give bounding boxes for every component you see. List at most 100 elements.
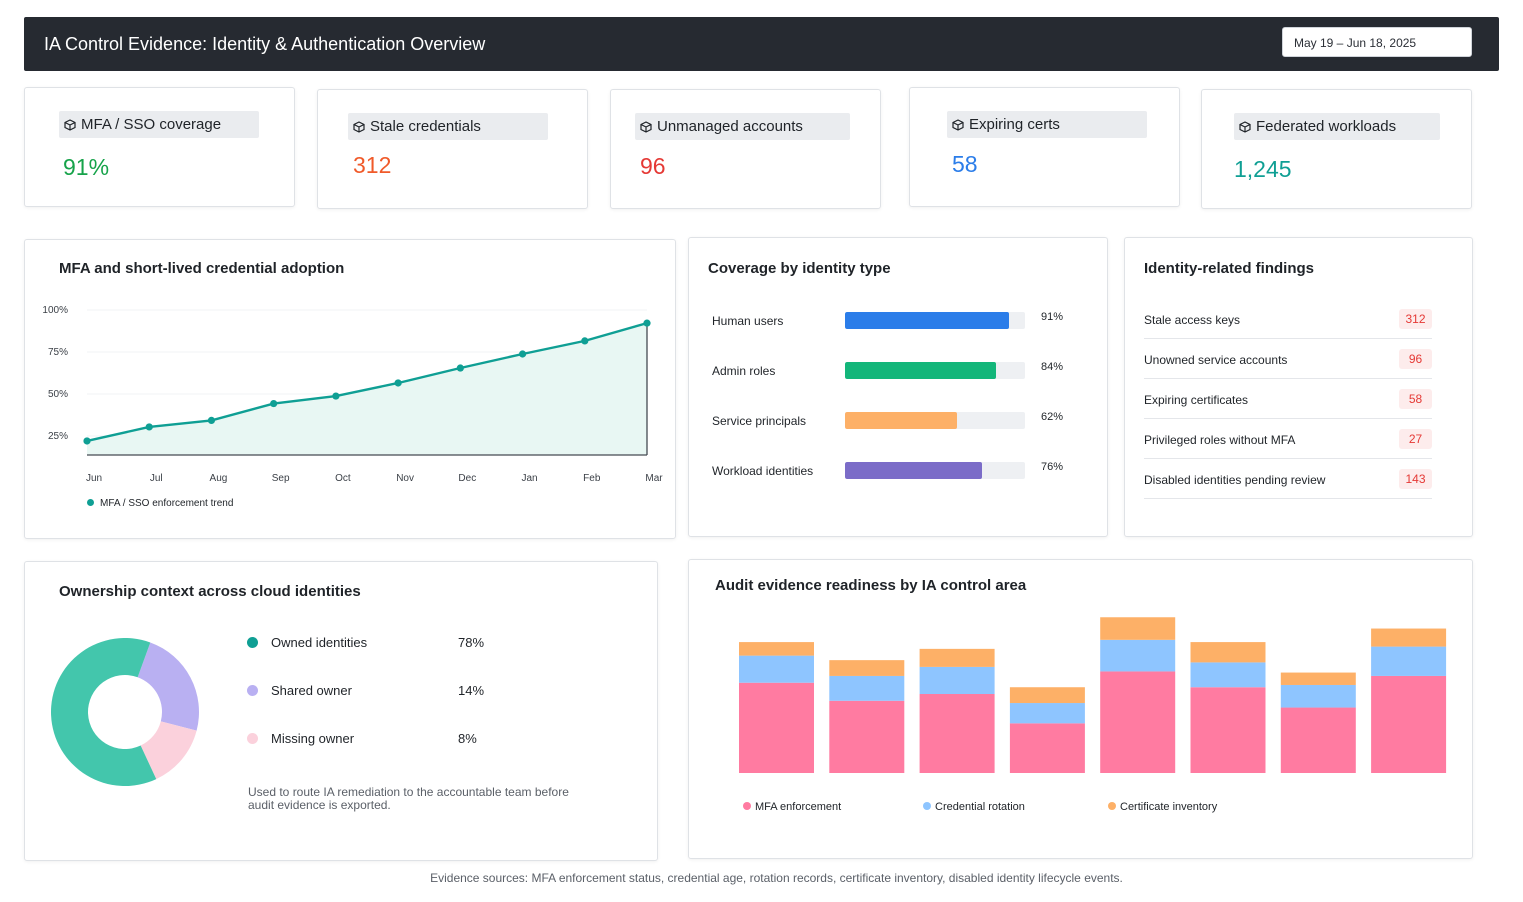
data-point[interactable] bbox=[518, 350, 527, 358]
stacked-bar-segment[interactable] bbox=[1009, 703, 1085, 724]
legend-label: Missing owner bbox=[271, 731, 355, 746]
data-point[interactable] bbox=[270, 399, 278, 408]
coverage-row-human-users: Human users 91% bbox=[689, 311, 1089, 331]
finding-label: Expiring certificates bbox=[1144, 393, 1249, 407]
coverage-bar-fill bbox=[845, 312, 1009, 329]
coverage-pct: 91% bbox=[1041, 311, 1064, 323]
cube-icon bbox=[1239, 121, 1251, 133]
legend-dot bbox=[1108, 802, 1116, 810]
stacked-bar-segment[interactable] bbox=[1371, 628, 1447, 647]
stacked-bar-segment[interactable] bbox=[829, 660, 905, 676]
kpi-card-mfa-coverage[interactable]: MFA / SSO coverage 91% bbox=[24, 87, 295, 207]
data-point[interactable] bbox=[207, 416, 216, 424]
data-point[interactable] bbox=[394, 379, 402, 387]
legend-pct: 14% bbox=[458, 683, 485, 698]
finding-count-badge: 58 bbox=[1399, 389, 1432, 409]
legend-label: MFA enforcement bbox=[755, 801, 842, 813]
ownership-note: Used to route IA remediation to the acco… bbox=[248, 785, 569, 812]
legend-dot bbox=[247, 733, 258, 744]
kpi-value: 91% bbox=[63, 154, 110, 180]
cube-icon bbox=[640, 121, 652, 133]
y-tick-label: 25% bbox=[48, 431, 68, 442]
stacked-bar-segment[interactable] bbox=[1100, 671, 1176, 773]
coverage-row-workload-identities: Workload identities 76% bbox=[689, 461, 1089, 481]
x-tick-label: Jun bbox=[86, 473, 102, 484]
audit-legend-mfa: MFA enforcement bbox=[743, 801, 841, 813]
panel-title: Identity-related findings bbox=[1144, 260, 1315, 277]
kpi-card-stale-credentials[interactable]: Stale credentials 312 bbox=[317, 89, 588, 209]
stacked-bar-segment[interactable] bbox=[829, 675, 905, 701]
stacked-bar-segment[interactable] bbox=[739, 655, 814, 683]
finding-row[interactable]: Disabled identities pending review 143 bbox=[1144, 459, 1432, 499]
stacked-bar-segment[interactable] bbox=[1371, 675, 1447, 773]
stacked-bar-segment[interactable] bbox=[739, 642, 814, 656]
stacked-bar-segment[interactable] bbox=[1371, 646, 1447, 676]
stacked-bar-segment[interactable] bbox=[829, 700, 905, 773]
stacked-bar-segment[interactable] bbox=[1100, 617, 1176, 640]
stacked-bar-segment[interactable] bbox=[919, 666, 995, 694]
stacked-bar-segment[interactable] bbox=[1280, 707, 1356, 773]
kpi-label-text: MFA / SSO coverage bbox=[81, 116, 222, 133]
kpi-card-unmanaged-accounts[interactable]: Unmanaged accounts 96 bbox=[610, 89, 881, 209]
legend-dot bbox=[923, 802, 931, 810]
legend-dot bbox=[743, 802, 751, 810]
date-range-picker[interactable]: May 19 – Jun 18, 2025 bbox=[1282, 27, 1472, 57]
chart-legend: MFA / SSO enforcement trend bbox=[87, 498, 233, 509]
panel-title: Coverage by identity type bbox=[708, 260, 891, 277]
panel-title: Ownership context across cloud identitie… bbox=[59, 583, 361, 600]
evidence-sources-footer: Evidence sources: MFA enforcement status… bbox=[430, 871, 1123, 885]
kpi-label-text: Unmanaged accounts bbox=[657, 118, 803, 135]
donut-slice[interactable] bbox=[51, 638, 157, 786]
legend-dot bbox=[247, 685, 258, 696]
stacked-bar-segment[interactable] bbox=[1009, 723, 1085, 773]
kpi-label-text: Stale credentials bbox=[370, 118, 481, 135]
kpi-label-text: Federated workloads bbox=[1256, 118, 1397, 135]
finding-label: Disabled identities pending review bbox=[1144, 473, 1326, 487]
x-tick-label: Oct bbox=[335, 473, 351, 484]
ownership-legend-owned: Owned identities 78% bbox=[247, 634, 507, 654]
coverage-bar-track bbox=[845, 412, 1025, 429]
finding-row[interactable]: Privileged roles without MFA 27 bbox=[1144, 419, 1432, 459]
stacked-bar-segment[interactable] bbox=[1009, 687, 1085, 704]
y-tick-label: 50% bbox=[48, 389, 68, 400]
audit-legend-rotation: Credential rotation bbox=[923, 801, 1025, 813]
kpi-label: Federated workloads bbox=[1234, 113, 1440, 140]
kpi-value: 1,245 bbox=[1234, 156, 1292, 182]
stacked-bar-segment[interactable] bbox=[1280, 684, 1356, 708]
stacked-bar-segment[interactable] bbox=[1280, 672, 1356, 685]
data-point[interactable] bbox=[145, 423, 153, 431]
kpi-card-federated-workloads[interactable]: Federated workloads 1,245 bbox=[1201, 89, 1472, 209]
audit-panel: Audit evidence readiness by IA control a… bbox=[688, 559, 1473, 859]
legend-dot bbox=[87, 499, 94, 506]
x-tick-label: Dec bbox=[458, 473, 476, 484]
finding-row[interactable]: Stale access keys 312 bbox=[1144, 299, 1432, 339]
panel-title: MFA and short-lived credential adoption bbox=[59, 260, 345, 277]
coverage-bar-fill bbox=[845, 412, 957, 429]
kpi-card-expiring-certs[interactable]: Expiring certs 58 bbox=[909, 87, 1180, 207]
data-point[interactable] bbox=[456, 364, 464, 372]
finding-row[interactable]: Unowned service accounts 96 bbox=[1144, 339, 1432, 379]
stacked-bar-segment[interactable] bbox=[1190, 642, 1266, 663]
finding-count-badge: 96 bbox=[1399, 349, 1432, 369]
donut-slice[interactable] bbox=[137, 642, 199, 731]
stacked-bar-segment[interactable] bbox=[739, 682, 814, 773]
kpi-label: Stale credentials bbox=[348, 113, 548, 140]
kpi-label-text: Expiring certs bbox=[969, 116, 1060, 133]
stacked-bar-segment[interactable] bbox=[1100, 639, 1176, 672]
legend-pct: 78% bbox=[458, 635, 485, 650]
data-point[interactable] bbox=[643, 319, 651, 327]
data-point[interactable] bbox=[581, 337, 589, 345]
ownership-legend-missing: Missing owner 8% bbox=[247, 730, 507, 750]
coverage-label: Human users bbox=[712, 314, 784, 328]
data-point[interactable] bbox=[332, 392, 340, 400]
data-point[interactable] bbox=[83, 437, 91, 445]
ownership-panel: Ownership context across cloud identitie… bbox=[24, 561, 658, 861]
coverage-bar-fill bbox=[845, 362, 997, 379]
donut-slice[interactable] bbox=[140, 721, 197, 780]
stacked-bar-segment[interactable] bbox=[1190, 662, 1266, 688]
stacked-bar-segment[interactable] bbox=[1190, 687, 1266, 773]
stacked-bar-segment[interactable] bbox=[919, 694, 995, 773]
finding-count-badge: 312 bbox=[1399, 309, 1432, 329]
stacked-bar-segment[interactable] bbox=[919, 648, 995, 667]
finding-row[interactable]: Expiring certificates 58 bbox=[1144, 379, 1432, 419]
